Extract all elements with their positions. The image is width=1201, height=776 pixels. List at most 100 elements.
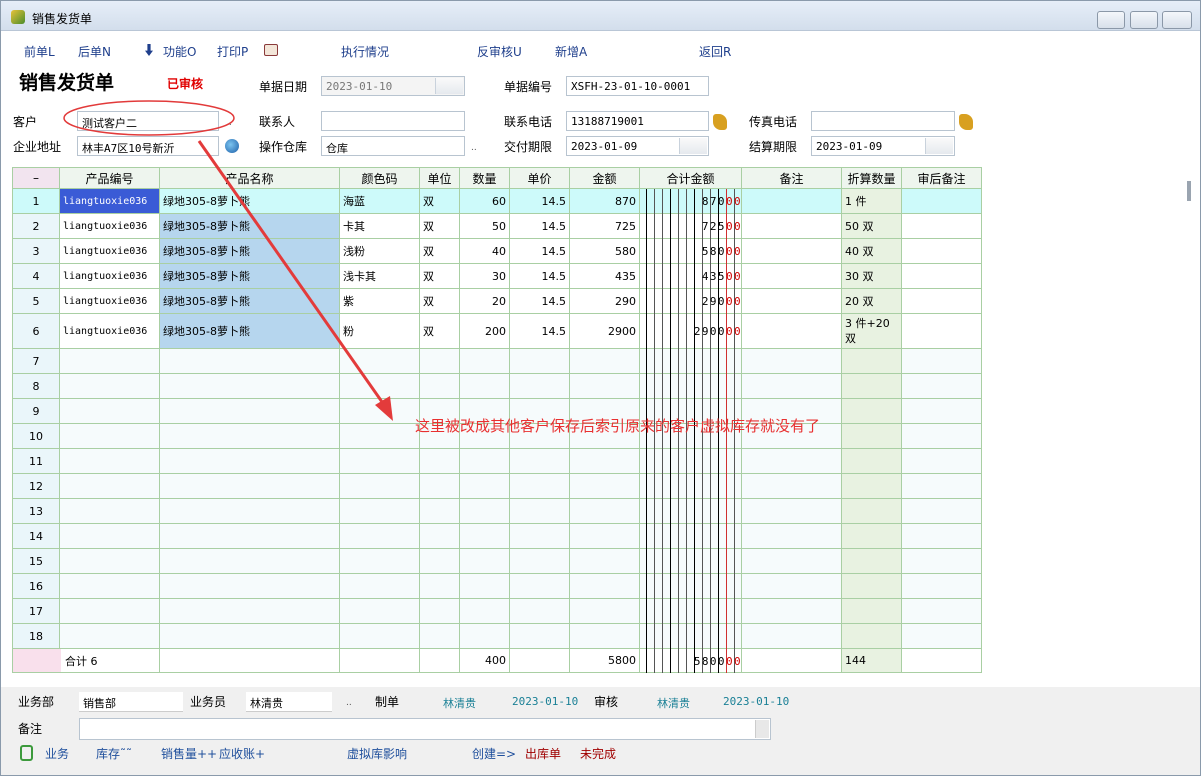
table-cell[interactable] (510, 549, 570, 574)
toolbar-button[interactable]: 打印P (217, 45, 249, 59)
table-cell[interactable] (160, 599, 340, 624)
field-input[interactable] (811, 111, 955, 131)
table-cell[interactable] (340, 349, 420, 374)
table-cell[interactable] (640, 314, 742, 349)
table-cell[interactable] (340, 499, 420, 524)
table-cell[interactable] (160, 449, 340, 474)
table-cell[interactable] (60, 349, 160, 374)
table-cell[interactable]: 14.5 (510, 214, 570, 239)
table-cell[interactable] (420, 624, 460, 649)
table-cell[interactable]: 双 (420, 239, 460, 264)
table-cell[interactable] (510, 424, 570, 449)
table-cell[interactable] (420, 399, 460, 424)
table-cell[interactable]: 卡其 (340, 214, 420, 239)
table-cell[interactable] (460, 399, 510, 424)
table-cell[interactable] (340, 599, 420, 624)
table-cell[interactable] (420, 349, 460, 374)
field-input[interactable]: 2023-01-10 (321, 76, 465, 96)
table-cell[interactable] (640, 264, 742, 289)
toolbar-button[interactable]: 功能O (163, 45, 197, 59)
footer-link[interactable]: 业务 (45, 747, 70, 761)
table-cell[interactable] (510, 374, 570, 399)
table-cell[interactable]: 14.5 (510, 264, 570, 289)
table-cell[interactable] (460, 374, 510, 399)
table-cell[interactable] (340, 399, 420, 424)
table-cell[interactable] (842, 624, 902, 649)
table-cell[interactable] (570, 499, 640, 524)
table-cell[interactable]: 435 (570, 264, 640, 289)
table-cell[interactable]: 9 (12, 399, 60, 424)
table-cell[interactable] (570, 624, 640, 649)
table-cell[interactable] (742, 574, 842, 599)
footer-link[interactable]: 出库单 (525, 747, 562, 761)
table-cell[interactable]: 12 (12, 474, 60, 499)
maximize-button[interactable] (1130, 11, 1158, 29)
table-cell[interactable]: 海蓝 (340, 189, 420, 214)
table-cell[interactable] (460, 599, 510, 624)
table-cell[interactable] (340, 574, 420, 599)
footer-link[interactable]: 销售量++ (161, 747, 218, 761)
table-cell[interactable] (842, 574, 902, 599)
table-cell[interactable] (742, 289, 842, 314)
table-cell[interactable]: liangtuoxie036 (60, 239, 160, 264)
table-cell[interactable] (902, 314, 982, 349)
table-cell[interactable] (570, 399, 640, 424)
table-cell[interactable]: 5 (12, 289, 60, 314)
field-input[interactable]: 测试客户二 (77, 111, 219, 131)
table-cell[interactable]: 双 (420, 189, 460, 214)
table-cell[interactable]: liangtuoxie036 (60, 214, 160, 239)
table-cell[interactable] (60, 549, 160, 574)
table-cell[interactable]: 18 (12, 624, 60, 649)
table-cell[interactable] (640, 624, 742, 649)
table-cell[interactable] (460, 449, 510, 474)
footer-link[interactable]: 应收账+ (219, 747, 266, 761)
table-cell[interactable] (902, 189, 982, 214)
table-cell[interactable] (510, 524, 570, 549)
table-cell[interactable]: 40 (460, 239, 510, 264)
table-cell[interactable]: 1 (12, 189, 60, 214)
table-cell[interactable]: 绿地305-8萝卜熊 (160, 239, 340, 264)
table-cell[interactable] (570, 574, 640, 599)
table-cell[interactable] (640, 374, 742, 399)
table-cell[interactable] (60, 599, 160, 624)
table-cell[interactable] (902, 499, 982, 524)
table-cell[interactable] (902, 524, 982, 549)
footer-link[interactable]: 未完成 (580, 747, 617, 761)
toolbar-button[interactable]: 前单L (24, 45, 55, 59)
table-cell[interactable]: 紫 (340, 289, 420, 314)
table-cell[interactable] (160, 499, 340, 524)
table-cell[interactable]: 双 (420, 314, 460, 349)
table-cell[interactable] (842, 524, 902, 549)
table-cell[interactable]: 双 (420, 264, 460, 289)
toolbar-button[interactable]: 新增A (555, 45, 588, 59)
field-input[interactable]: 2023-01-09 (811, 136, 955, 156)
table-cell[interactable] (742, 374, 842, 399)
table-cell[interactable] (460, 349, 510, 374)
table-cell[interactable] (742, 599, 842, 624)
table-cell[interactable] (510, 599, 570, 624)
table-cell[interactable]: 14.5 (510, 239, 570, 264)
table-cell[interactable]: 浅粉 (340, 239, 420, 264)
table-cell[interactable] (460, 474, 510, 499)
table-cell[interactable] (160, 474, 340, 499)
table-cell[interactable] (60, 524, 160, 549)
table-cell[interactable] (160, 399, 340, 424)
table-cell[interactable] (460, 549, 510, 574)
table-cell[interactable] (640, 214, 742, 239)
footer-link[interactable]: 创建=> (472, 747, 517, 761)
table-cell[interactable] (340, 374, 420, 399)
table-cell[interactable] (742, 624, 842, 649)
table-cell[interactable]: liangtuoxie036 (60, 264, 160, 289)
field-input[interactable]: 2023-01-09 (566, 136, 709, 156)
table-cell[interactable]: 30 (460, 264, 510, 289)
table-cell[interactable] (902, 349, 982, 374)
table-cell[interactable] (842, 549, 902, 574)
table-cell[interactable] (742, 264, 842, 289)
table-cell[interactable] (902, 449, 982, 474)
table-cell[interactable]: 20 (460, 289, 510, 314)
table-cell[interactable] (902, 549, 982, 574)
table-cell[interactable]: 绿地305-8萝卜熊 (160, 189, 340, 214)
table-cell[interactable] (570, 474, 640, 499)
table-cell[interactable] (742, 424, 842, 449)
table-cell[interactable] (340, 524, 420, 549)
